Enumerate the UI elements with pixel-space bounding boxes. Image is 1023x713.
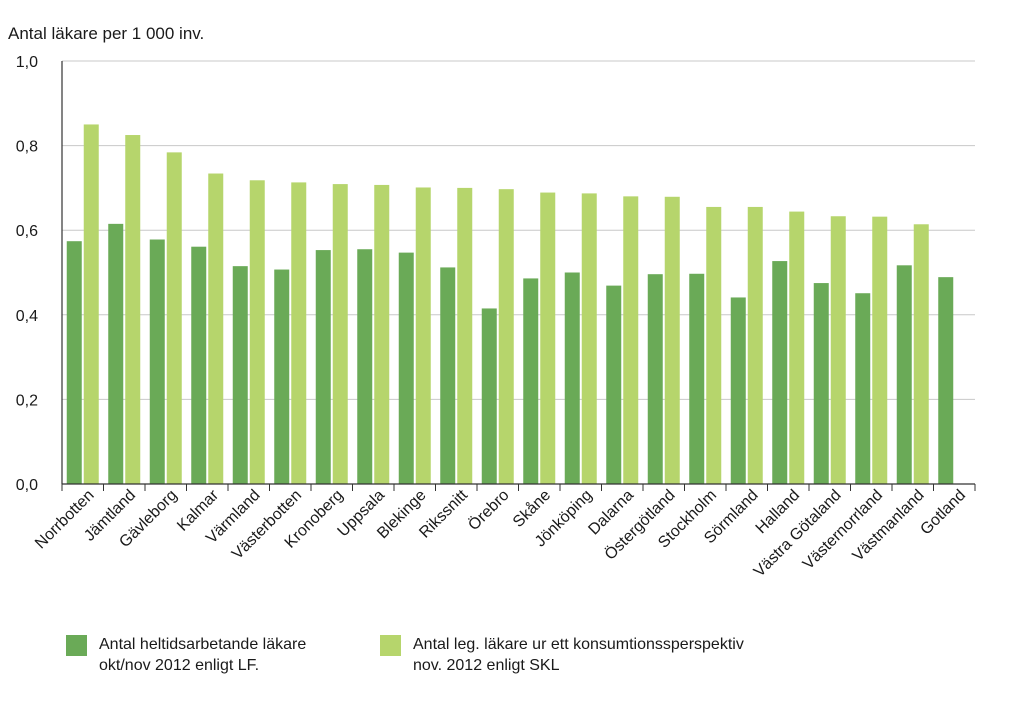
legend-label-line2: nov. 2012 enligt SKL [413, 657, 560, 674]
y-tick-label: 0,6 [16, 223, 38, 240]
bar-leg-lakare [830, 216, 846, 484]
bar-leg-lakare [374, 184, 390, 484]
bar-leg-lakare [457, 187, 473, 484]
bar-heltidsarbetande [730, 297, 746, 484]
bar-heltidsarbetande [481, 308, 497, 484]
bar-heltidsarbetande [315, 250, 331, 484]
bar-heltidsarbetande [398, 252, 414, 484]
bar-heltidsarbetande [149, 239, 165, 484]
bar-leg-lakare [872, 216, 888, 484]
legend-label-line2: okt/nov 2012 enligt LF. [99, 657, 260, 674]
bar-heltidsarbetande [689, 273, 705, 484]
y-tick-label: 1,0 [16, 54, 38, 71]
bar-leg-lakare [415, 187, 431, 485]
bar-heltidsarbetande [191, 246, 207, 484]
bar-heltidsarbetande [66, 241, 82, 484]
bar-leg-lakare [166, 152, 182, 485]
y-tick-label: 0,2 [16, 392, 38, 409]
bar-heltidsarbetande [855, 293, 871, 484]
bar-heltidsarbetande [108, 223, 124, 485]
legend-label-line1: Antal heltidsarbetande läkare [99, 636, 307, 653]
bar-leg-lakare [332, 184, 348, 484]
legend-item-heltidsarbetande: Antal heltidsarbetande läkare okt/nov 20… [66, 634, 306, 676]
x-axis-ticks: NorrbottenJämtlandGävleborgKalmarVärmlan… [32, 486, 969, 581]
bar-heltidsarbetande [896, 265, 912, 484]
legend-label-line1: Antal leg. läkare ur ett konsumtionssper… [413, 636, 744, 653]
bar-leg-lakare [83, 124, 99, 484]
x-tick-label: Örebro [465, 486, 513, 534]
bar-leg-lakare [498, 189, 514, 484]
bar-heltidsarbetande [772, 261, 788, 484]
bar-heltidsarbetande [938, 277, 954, 484]
x-tick-label: Östergötland [601, 486, 679, 564]
axes [61, 61, 976, 491]
bar-heltidsarbetande [523, 278, 539, 484]
bar-leg-lakare [623, 196, 639, 485]
bar-heltidsarbetande [440, 267, 456, 484]
y-axis-label: Antal läkare per 1 000 inv. [8, 24, 204, 43]
x-tick-label: Norrbotten [32, 487, 97, 552]
legend-label: Antal leg. läkare ur ett konsumtionssper… [413, 634, 744, 676]
bar-leg-lakare [913, 224, 929, 484]
bar-leg-lakare [706, 206, 722, 484]
bars [66, 124, 954, 485]
bar-leg-lakare [664, 196, 680, 484]
bar-leg-lakare [249, 180, 265, 484]
legend-swatch-light-green [380, 635, 401, 656]
y-axis-ticks: 0,0 0,2 0,4 0,6 0,8 1,0 [16, 54, 38, 494]
y-tick-label: 0,4 [16, 308, 38, 325]
legend: Antal heltidsarbetande läkare okt/nov 20… [66, 634, 966, 694]
y-tick-label: 0,8 [16, 139, 38, 156]
bar-leg-lakare [747, 206, 763, 484]
y-tick-label: 0,0 [16, 477, 38, 494]
bar-leg-lakare [540, 192, 556, 485]
bar-heltidsarbetande [564, 272, 580, 484]
bar-heltidsarbetande [274, 269, 290, 484]
bar-leg-lakare [291, 182, 307, 484]
bar-heltidsarbetande [357, 249, 373, 484]
bar-leg-lakare [125, 135, 141, 484]
bar-leg-lakare [789, 211, 805, 484]
bar-heltidsarbetande [606, 285, 622, 484]
bar-heltidsarbetande [232, 266, 248, 484]
bar-heltidsarbetande [647, 274, 663, 484]
legend-item-leg-lakare: Antal leg. läkare ur ett konsumtionssper… [380, 634, 744, 676]
legend-swatch-dark-green [66, 635, 87, 656]
bar-leg-lakare [581, 193, 597, 485]
legend-label: Antal heltidsarbetande läkare okt/nov 20… [99, 634, 306, 676]
bar-heltidsarbetande [813, 283, 829, 484]
bar-leg-lakare [208, 173, 224, 484]
x-tick-label: Gotland [917, 487, 969, 539]
